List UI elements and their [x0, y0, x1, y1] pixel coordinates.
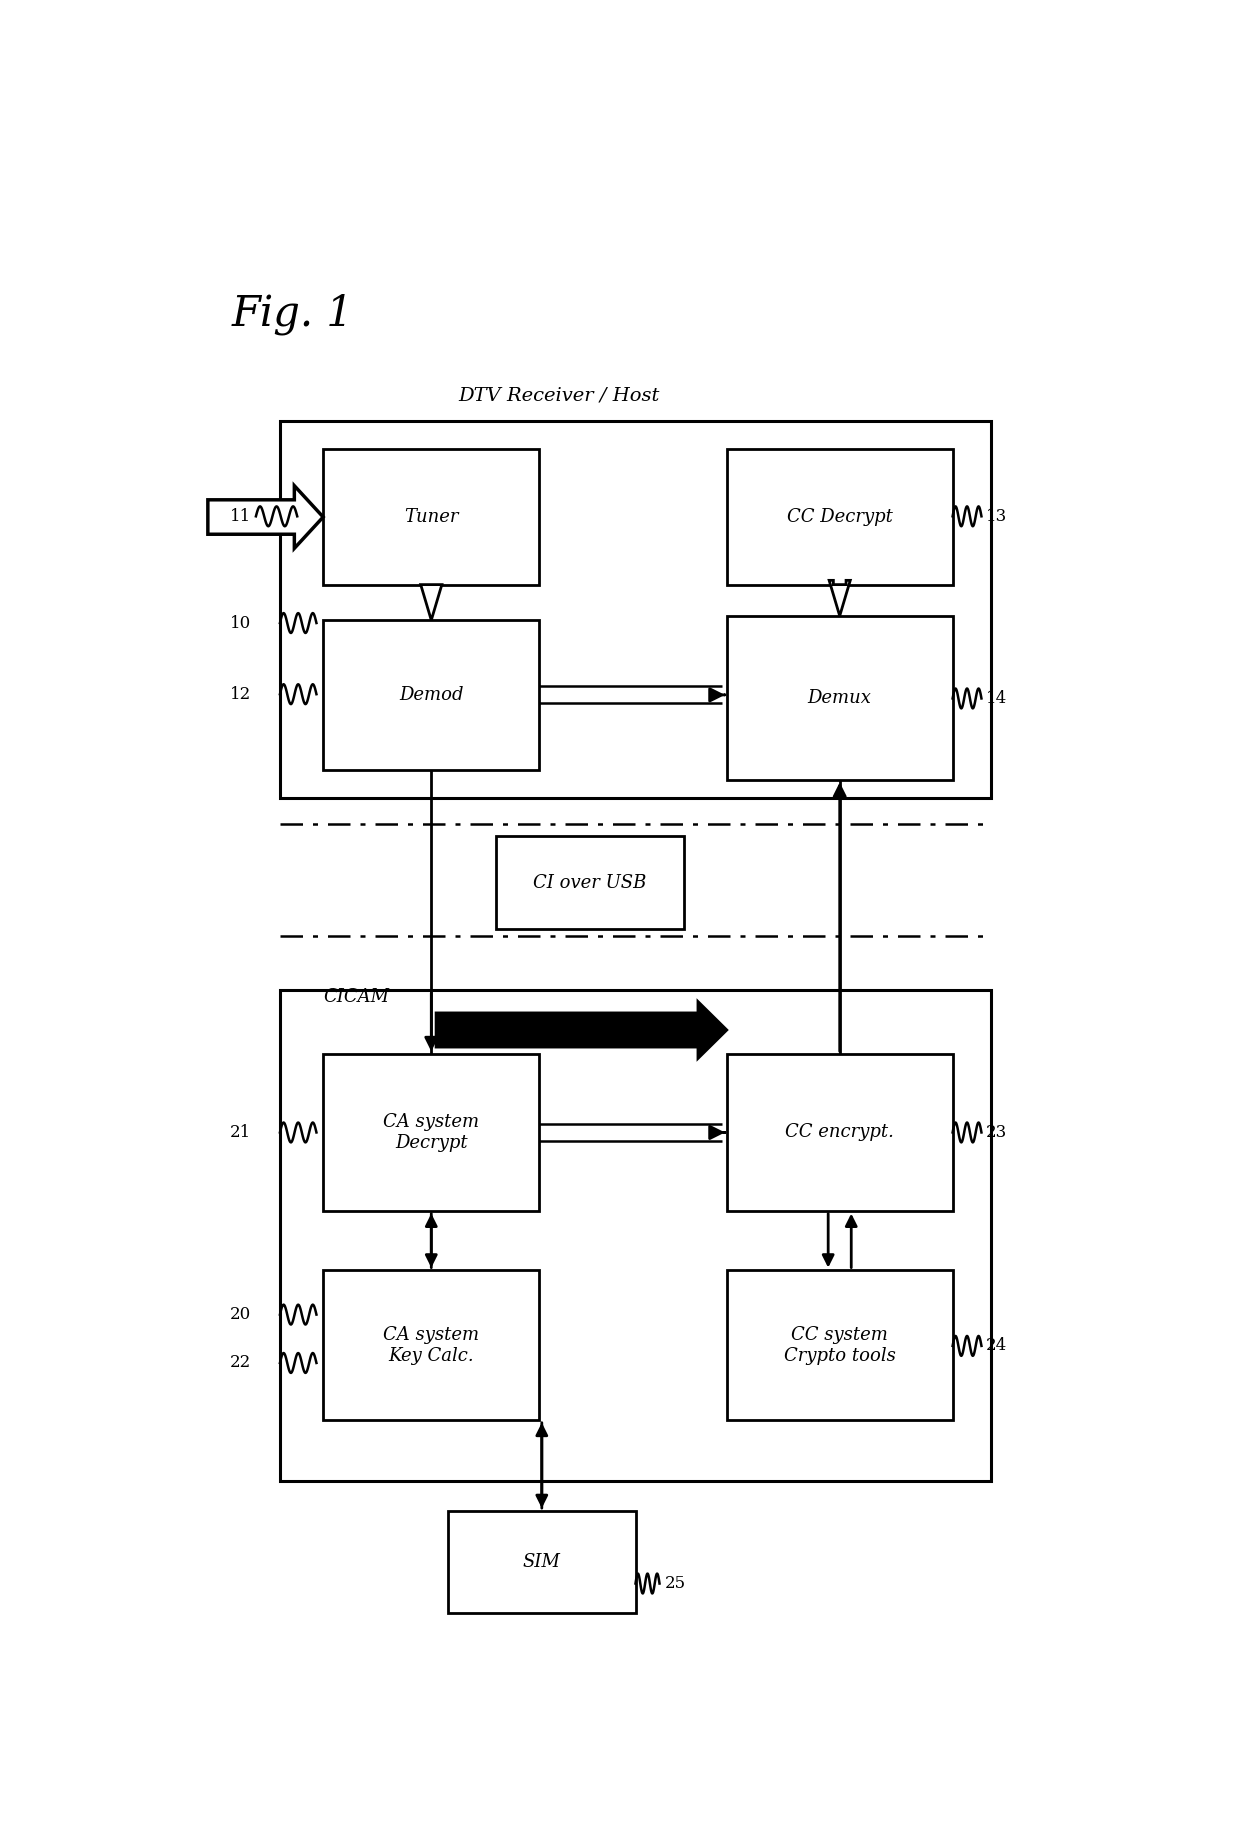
Bar — [324, 1270, 539, 1419]
Bar — [727, 449, 952, 584]
Text: 14: 14 — [986, 689, 1008, 708]
Bar — [727, 1270, 952, 1419]
Polygon shape — [208, 486, 324, 549]
Text: 11: 11 — [229, 508, 250, 525]
Text: 12: 12 — [229, 686, 250, 702]
Text: CC Decrypt: CC Decrypt — [786, 508, 893, 527]
Text: DTV Receiver / Host: DTV Receiver / Host — [458, 386, 660, 405]
Bar — [727, 615, 952, 780]
Bar — [324, 1053, 539, 1210]
Text: CC system
Crypto tools: CC system Crypto tools — [784, 1325, 895, 1364]
Text: CICAM: CICAM — [324, 989, 389, 1007]
Bar — [324, 621, 539, 769]
Text: Demod: Demod — [399, 686, 464, 704]
Text: 24: 24 — [986, 1338, 1008, 1355]
Bar — [727, 1053, 952, 1210]
Text: 22: 22 — [229, 1355, 250, 1371]
Bar — [280, 991, 991, 1480]
Text: SIM: SIM — [523, 1552, 560, 1571]
Text: CA system
Key Calc.: CA system Key Calc. — [383, 1325, 480, 1364]
Text: 10: 10 — [229, 615, 250, 632]
Text: Fig. 1: Fig. 1 — [232, 294, 353, 334]
Text: Demux: Demux — [807, 689, 872, 706]
Text: 23: 23 — [986, 1124, 1008, 1140]
Bar — [280, 421, 991, 798]
Bar — [448, 1512, 635, 1613]
Text: 13: 13 — [986, 508, 1008, 525]
Bar — [496, 837, 683, 930]
Text: CA system
Decrypt: CA system Decrypt — [383, 1112, 480, 1151]
Polygon shape — [436, 1002, 727, 1059]
Text: 21: 21 — [229, 1124, 250, 1140]
Bar — [324, 449, 539, 584]
Text: 20: 20 — [229, 1307, 250, 1323]
Polygon shape — [420, 584, 441, 621]
Text: CC encrypt.: CC encrypt. — [785, 1124, 894, 1142]
Polygon shape — [830, 580, 851, 615]
Text: 25: 25 — [665, 1574, 686, 1591]
Text: CI over USB: CI over USB — [533, 874, 646, 893]
Text: Tuner: Tuner — [404, 508, 459, 527]
